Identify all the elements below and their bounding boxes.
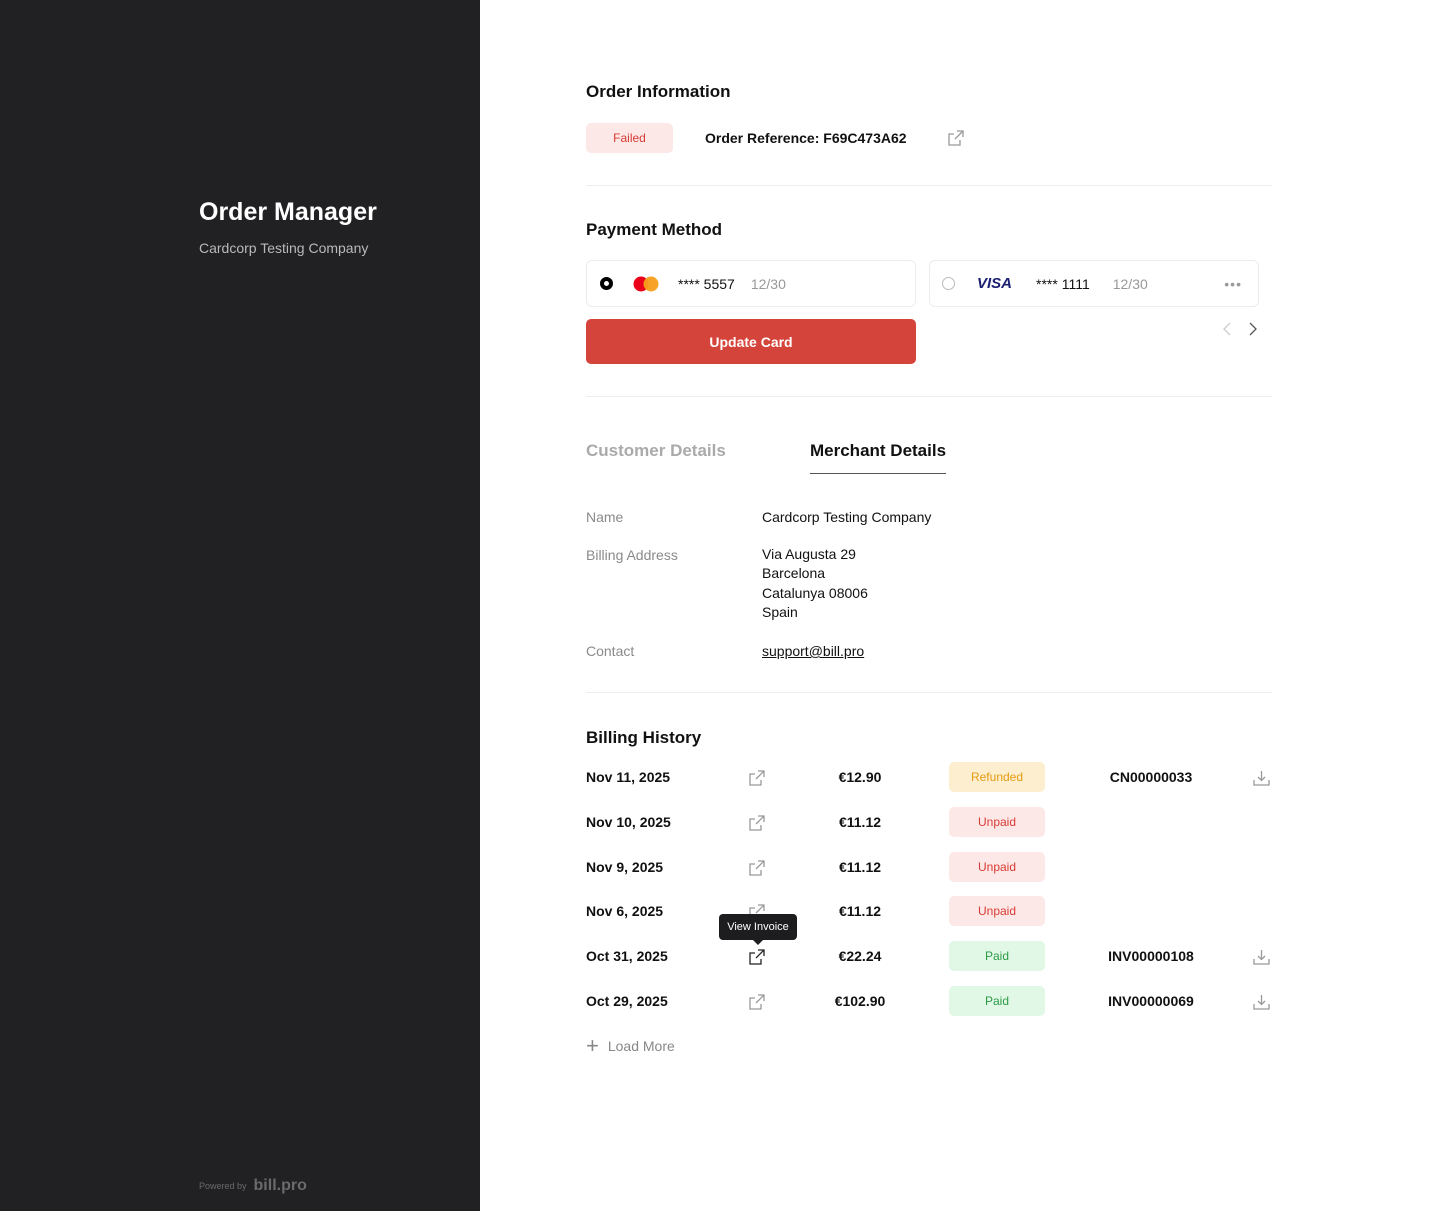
payment-status-badge: Unpaid (949, 851, 1045, 882)
name-label: Name (586, 509, 624, 525)
invoice-number: INV00000069 (1108, 993, 1194, 1009)
view-invoice-icon[interactable] (749, 994, 765, 1010)
billing-date: Oct 31, 2025 (586, 948, 668, 965)
billing-amount: €11.12 (838, 813, 882, 830)
card-visa[interactable]: VISA **** 1111 12/30 ••• (929, 260, 1259, 307)
external-link-icon[interactable] (948, 130, 964, 146)
card-number: **** 1111 (1036, 275, 1090, 292)
more-options-icon[interactable]: ••• (1224, 275, 1242, 292)
company-name: Cardcorp Testing Company (199, 240, 369, 256)
billing-history-heading: Billing History (586, 728, 702, 747)
update-card-button[interactable]: Update Card (586, 319, 916, 364)
radio-unselected[interactable] (942, 277, 955, 290)
view-invoice-icon[interactable] (749, 770, 765, 786)
sidebar: Order Manager Cardcorp Testing Company P… (0, 0, 480, 1211)
card-expiry: 12/30 (750, 275, 786, 292)
invoice-number: CN00000033 (1109, 769, 1193, 785)
billing-amount: €11.12 (838, 858, 882, 875)
billing-amount: €102.90 (834, 993, 886, 1009)
order-info-heading: Order Information (586, 82, 731, 101)
address-line: Barcelona (762, 565, 826, 582)
divider (586, 185, 1272, 186)
billing-row: Nov 9, 2025 €11.12 Unpaid (586, 851, 1272, 882)
billing-date: Nov 6, 2025 (586, 903, 664, 920)
billing-row: Oct 31, 2025 €22.24 Paid INV00000108 (586, 941, 1272, 972)
card-number: **** 5557 (678, 275, 735, 292)
card-expiry: 12/30 (1112, 275, 1148, 292)
view-invoice-icon[interactable] (749, 815, 765, 831)
status-badge: Failed (586, 123, 673, 153)
billing-date: Nov 10, 2025 (586, 813, 671, 830)
contact-label: Contact (586, 643, 635, 659)
billing-address: Via Augusta 29 Barcelona Catalunya 08006… (762, 545, 868, 622)
plus-icon: + (586, 1033, 599, 1058)
payment-status-badge: Unpaid (949, 896, 1045, 927)
divider (586, 396, 1272, 397)
payment-status-badge: Refunded (949, 762, 1045, 792)
billing-row: Nov 11, 2025 €12.90 Refunded CN00000033 (586, 762, 1272, 792)
card-mastercard[interactable]: **** 5557 12/30 (586, 260, 916, 307)
billing-row: Nov 10, 2025 €11.12 Unpaid (586, 806, 1272, 837)
address-label: Billing Address (586, 547, 678, 563)
billing-amount: €22.24 (838, 948, 882, 965)
payment-method-heading: Payment Method (586, 220, 723, 239)
tab-merchant-details[interactable]: Merchant Details (810, 441, 947, 474)
download-icon[interactable] (1253, 949, 1270, 965)
payment-status-badge: Unpaid (949, 806, 1045, 837)
billing-row: Nov 6, 2025 €11.12 Unpaid (586, 896, 1272, 927)
billing-date: Oct 29, 2025 (586, 993, 668, 1009)
merchant-name: Cardcorp Testing Company (762, 509, 932, 525)
load-more-button[interactable]: + Load More (586, 1033, 675, 1058)
payment-status-badge: Paid (949, 986, 1045, 1016)
billing-date: Nov 9, 2025 (586, 858, 664, 875)
billing-date: Nov 11, 2025 (586, 769, 671, 785)
address-line: Via Augusta 29 (762, 546, 856, 562)
powered-by: Powered by bill.pro (199, 1177, 307, 1195)
download-icon[interactable] (1253, 994, 1270, 1010)
billing-amount: €11.12 (838, 903, 882, 920)
payment-status-badge: Paid (949, 941, 1045, 972)
address-line: Spain (762, 603, 798, 620)
mastercard-icon (633, 276, 659, 291)
contact-email-link[interactable]: support@bill.pro (762, 643, 865, 659)
view-invoice-icon[interactable] (749, 949, 765, 965)
load-more-label: Load More (607, 1038, 675, 1054)
brand-logo[interactable]: bill.pro (253, 1177, 307, 1194)
invoice-number: INV00000108 (1108, 948, 1194, 965)
divider (586, 692, 1272, 693)
billing-row: Oct 29, 2025 €102.90 Paid INV00000069 (586, 986, 1272, 1016)
download-icon[interactable] (1253, 770, 1270, 786)
powered-by-label: Powered by (199, 1181, 247, 1191)
tab-customer-details[interactable]: Customer Details (586, 441, 726, 460)
address-line: Catalunya 08006 (762, 584, 868, 601)
chevron-left-icon[interactable] (1222, 322, 1232, 336)
billing-amount: €12.90 (838, 769, 882, 785)
radio-selected[interactable] (600, 277, 613, 290)
view-invoice-icon[interactable] (749, 859, 765, 876)
app-title: Order Manager (199, 198, 377, 226)
view-invoice-tooltip: View Invoice (719, 914, 797, 945)
chevron-right-icon[interactable] (1248, 322, 1258, 336)
order-reference: Order Reference: F69C473A62 (705, 130, 907, 146)
visa-icon: VISA (977, 275, 1013, 292)
